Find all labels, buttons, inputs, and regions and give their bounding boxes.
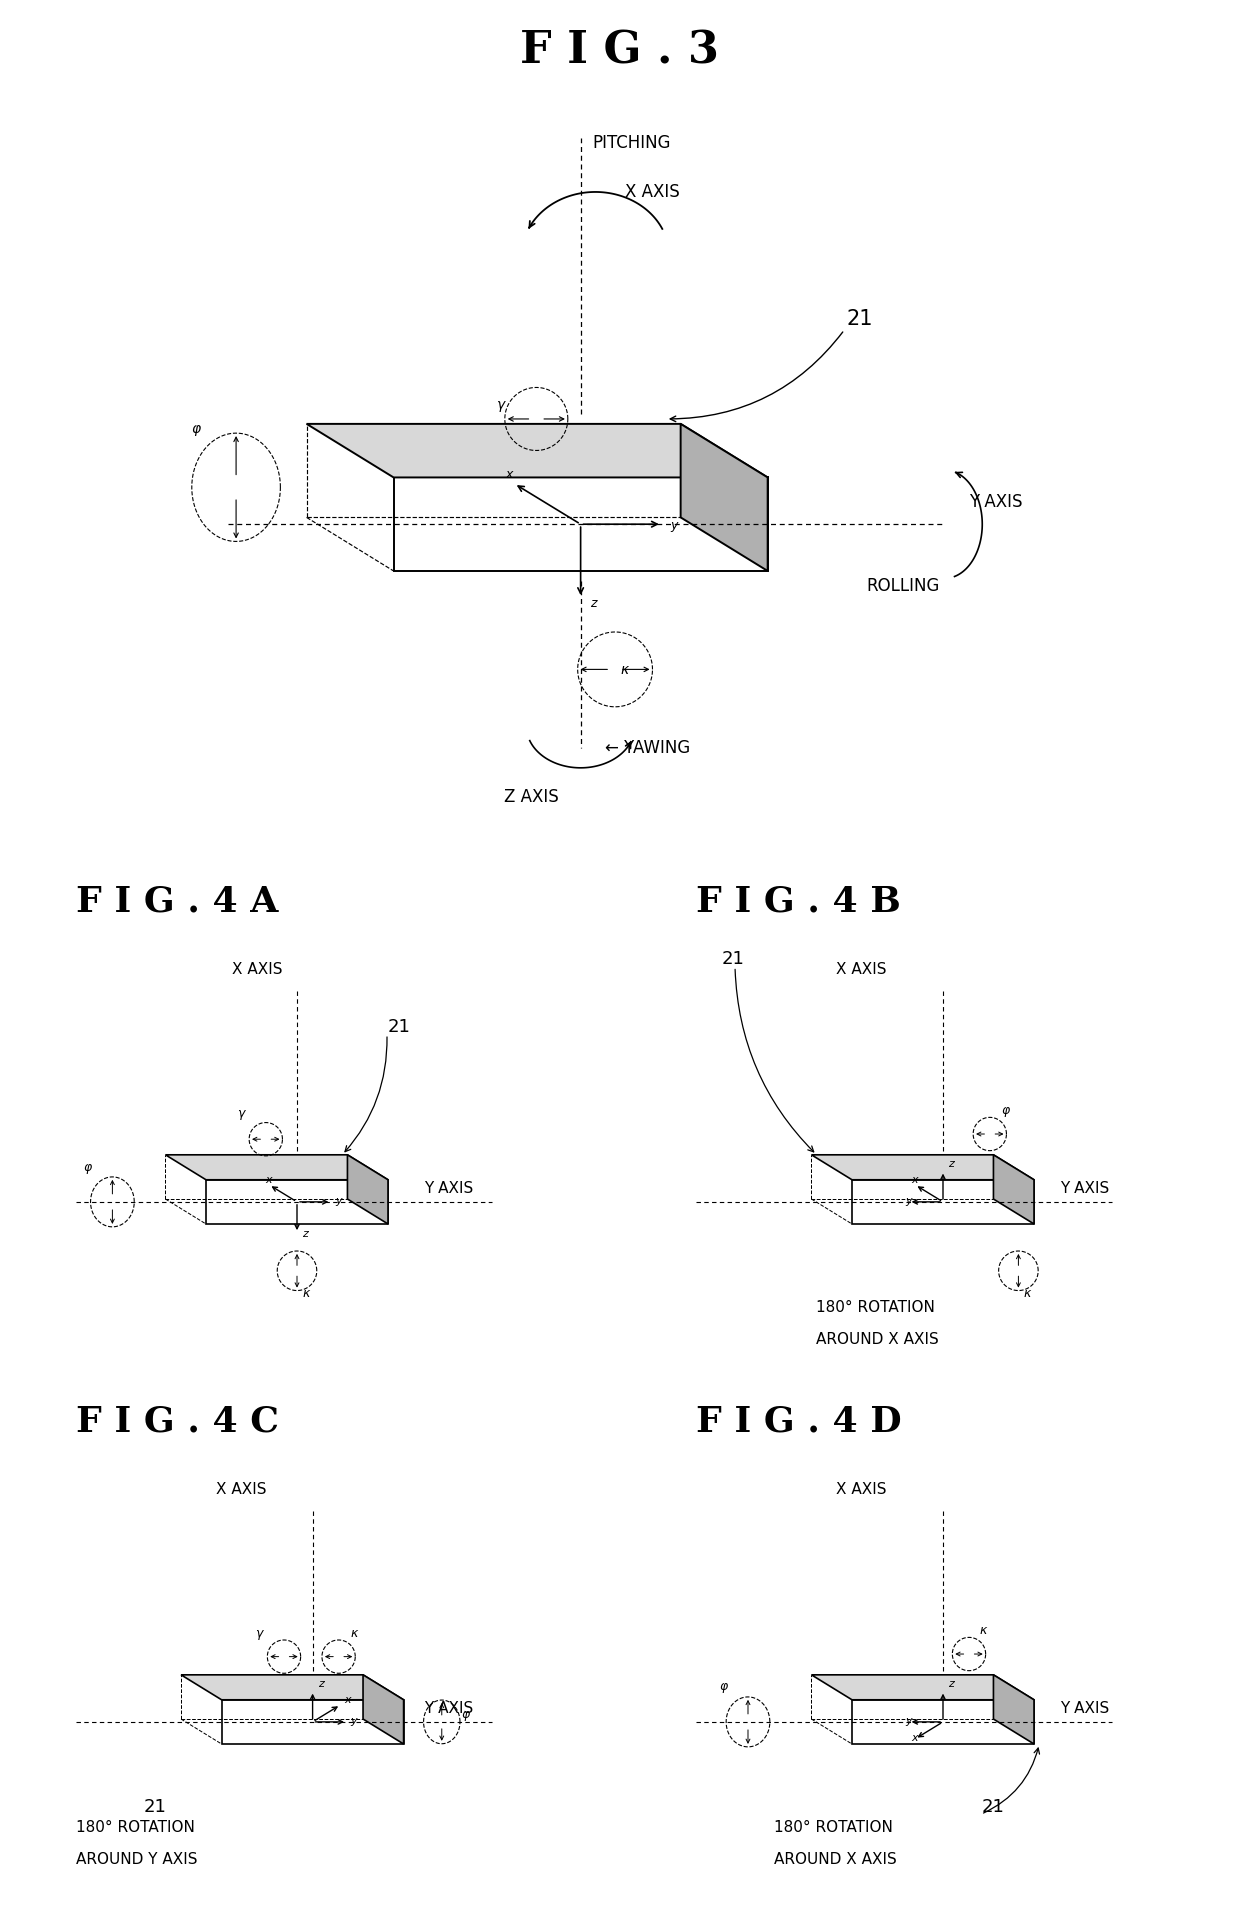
Text: F I G . 4 B: F I G . 4 B: [696, 884, 901, 919]
Polygon shape: [993, 1676, 1034, 1745]
Text: φ: φ: [192, 422, 201, 435]
Text: z: z: [303, 1229, 308, 1238]
Text: 21: 21: [144, 1797, 166, 1816]
Text: Y AXIS: Y AXIS: [1060, 1701, 1110, 1716]
Polygon shape: [811, 1676, 1034, 1701]
Text: Z AXIS: Z AXIS: [503, 788, 559, 807]
Text: X AXIS: X AXIS: [217, 1483, 267, 1497]
Text: y: y: [905, 1716, 911, 1726]
Text: Y AXIS: Y AXIS: [970, 493, 1023, 510]
Text: κ: κ: [303, 1287, 310, 1300]
Text: κ: κ: [1023, 1287, 1030, 1300]
Text: z: z: [949, 1159, 954, 1169]
Text: x: x: [506, 468, 512, 482]
Text: κ: κ: [620, 663, 629, 678]
Text: X AXIS: X AXIS: [625, 183, 680, 200]
Polygon shape: [852, 1701, 1034, 1745]
Text: x: x: [911, 1175, 918, 1184]
Polygon shape: [681, 424, 768, 570]
Polygon shape: [363, 1676, 403, 1745]
Text: F I G . 4 A: F I G . 4 A: [76, 884, 278, 919]
Text: y: y: [671, 520, 678, 532]
Text: X AXIS: X AXIS: [232, 963, 283, 976]
Text: y: y: [351, 1716, 357, 1726]
Text: κ: κ: [980, 1624, 987, 1637]
Polygon shape: [165, 1156, 388, 1181]
Polygon shape: [181, 1676, 403, 1701]
Text: 180° ROTATION: 180° ROTATION: [774, 1820, 893, 1835]
Text: F I G . 3: F I G . 3: [521, 29, 719, 73]
Text: z: z: [590, 597, 596, 611]
Polygon shape: [393, 478, 768, 570]
Text: z: z: [949, 1679, 954, 1689]
Text: z: z: [317, 1679, 324, 1689]
Polygon shape: [306, 424, 768, 478]
Text: y: y: [905, 1196, 911, 1206]
Polygon shape: [852, 1181, 1034, 1225]
Text: Y AXIS: Y AXIS: [424, 1181, 474, 1196]
Text: ← YAWING: ← YAWING: [605, 740, 691, 757]
Text: AROUND X AXIS: AROUND X AXIS: [816, 1331, 939, 1346]
Text: Y AXIS: Y AXIS: [1060, 1181, 1110, 1196]
Text: γ: γ: [497, 399, 505, 412]
Text: x: x: [265, 1175, 272, 1184]
Text: X AXIS: X AXIS: [837, 1483, 887, 1497]
Text: x: x: [345, 1695, 351, 1705]
Text: 21: 21: [847, 308, 873, 329]
Text: Y AXIS: Y AXIS: [424, 1701, 474, 1716]
Text: y: y: [335, 1196, 342, 1206]
Text: 21: 21: [388, 1017, 410, 1036]
Text: x: x: [911, 1733, 918, 1743]
Text: φ: φ: [84, 1161, 92, 1173]
Text: φ: φ: [461, 1708, 470, 1720]
Text: γ: γ: [237, 1107, 244, 1121]
Text: φ: φ: [1001, 1104, 1009, 1117]
Text: X AXIS: X AXIS: [837, 963, 887, 976]
Text: 21: 21: [722, 950, 745, 969]
Polygon shape: [811, 1156, 1034, 1181]
Polygon shape: [222, 1701, 403, 1745]
Polygon shape: [347, 1156, 388, 1225]
Text: F I G . 4 D: F I G . 4 D: [696, 1404, 901, 1439]
Text: γ: γ: [255, 1627, 263, 1639]
Text: 180° ROTATION: 180° ROTATION: [76, 1820, 195, 1835]
Text: 180° ROTATION: 180° ROTATION: [816, 1300, 935, 1315]
Polygon shape: [206, 1181, 388, 1225]
Text: ROLLING: ROLLING: [866, 576, 940, 595]
Text: AROUND Y AXIS: AROUND Y AXIS: [76, 1851, 197, 1866]
Polygon shape: [993, 1156, 1034, 1225]
Text: κ: κ: [350, 1627, 357, 1639]
Text: AROUND X AXIS: AROUND X AXIS: [774, 1851, 897, 1866]
Text: φ: φ: [719, 1679, 728, 1693]
Text: F I G . 4 C: F I G . 4 C: [76, 1404, 279, 1439]
Text: 21: 21: [982, 1797, 1004, 1816]
Text: PITCHING: PITCHING: [593, 133, 671, 152]
